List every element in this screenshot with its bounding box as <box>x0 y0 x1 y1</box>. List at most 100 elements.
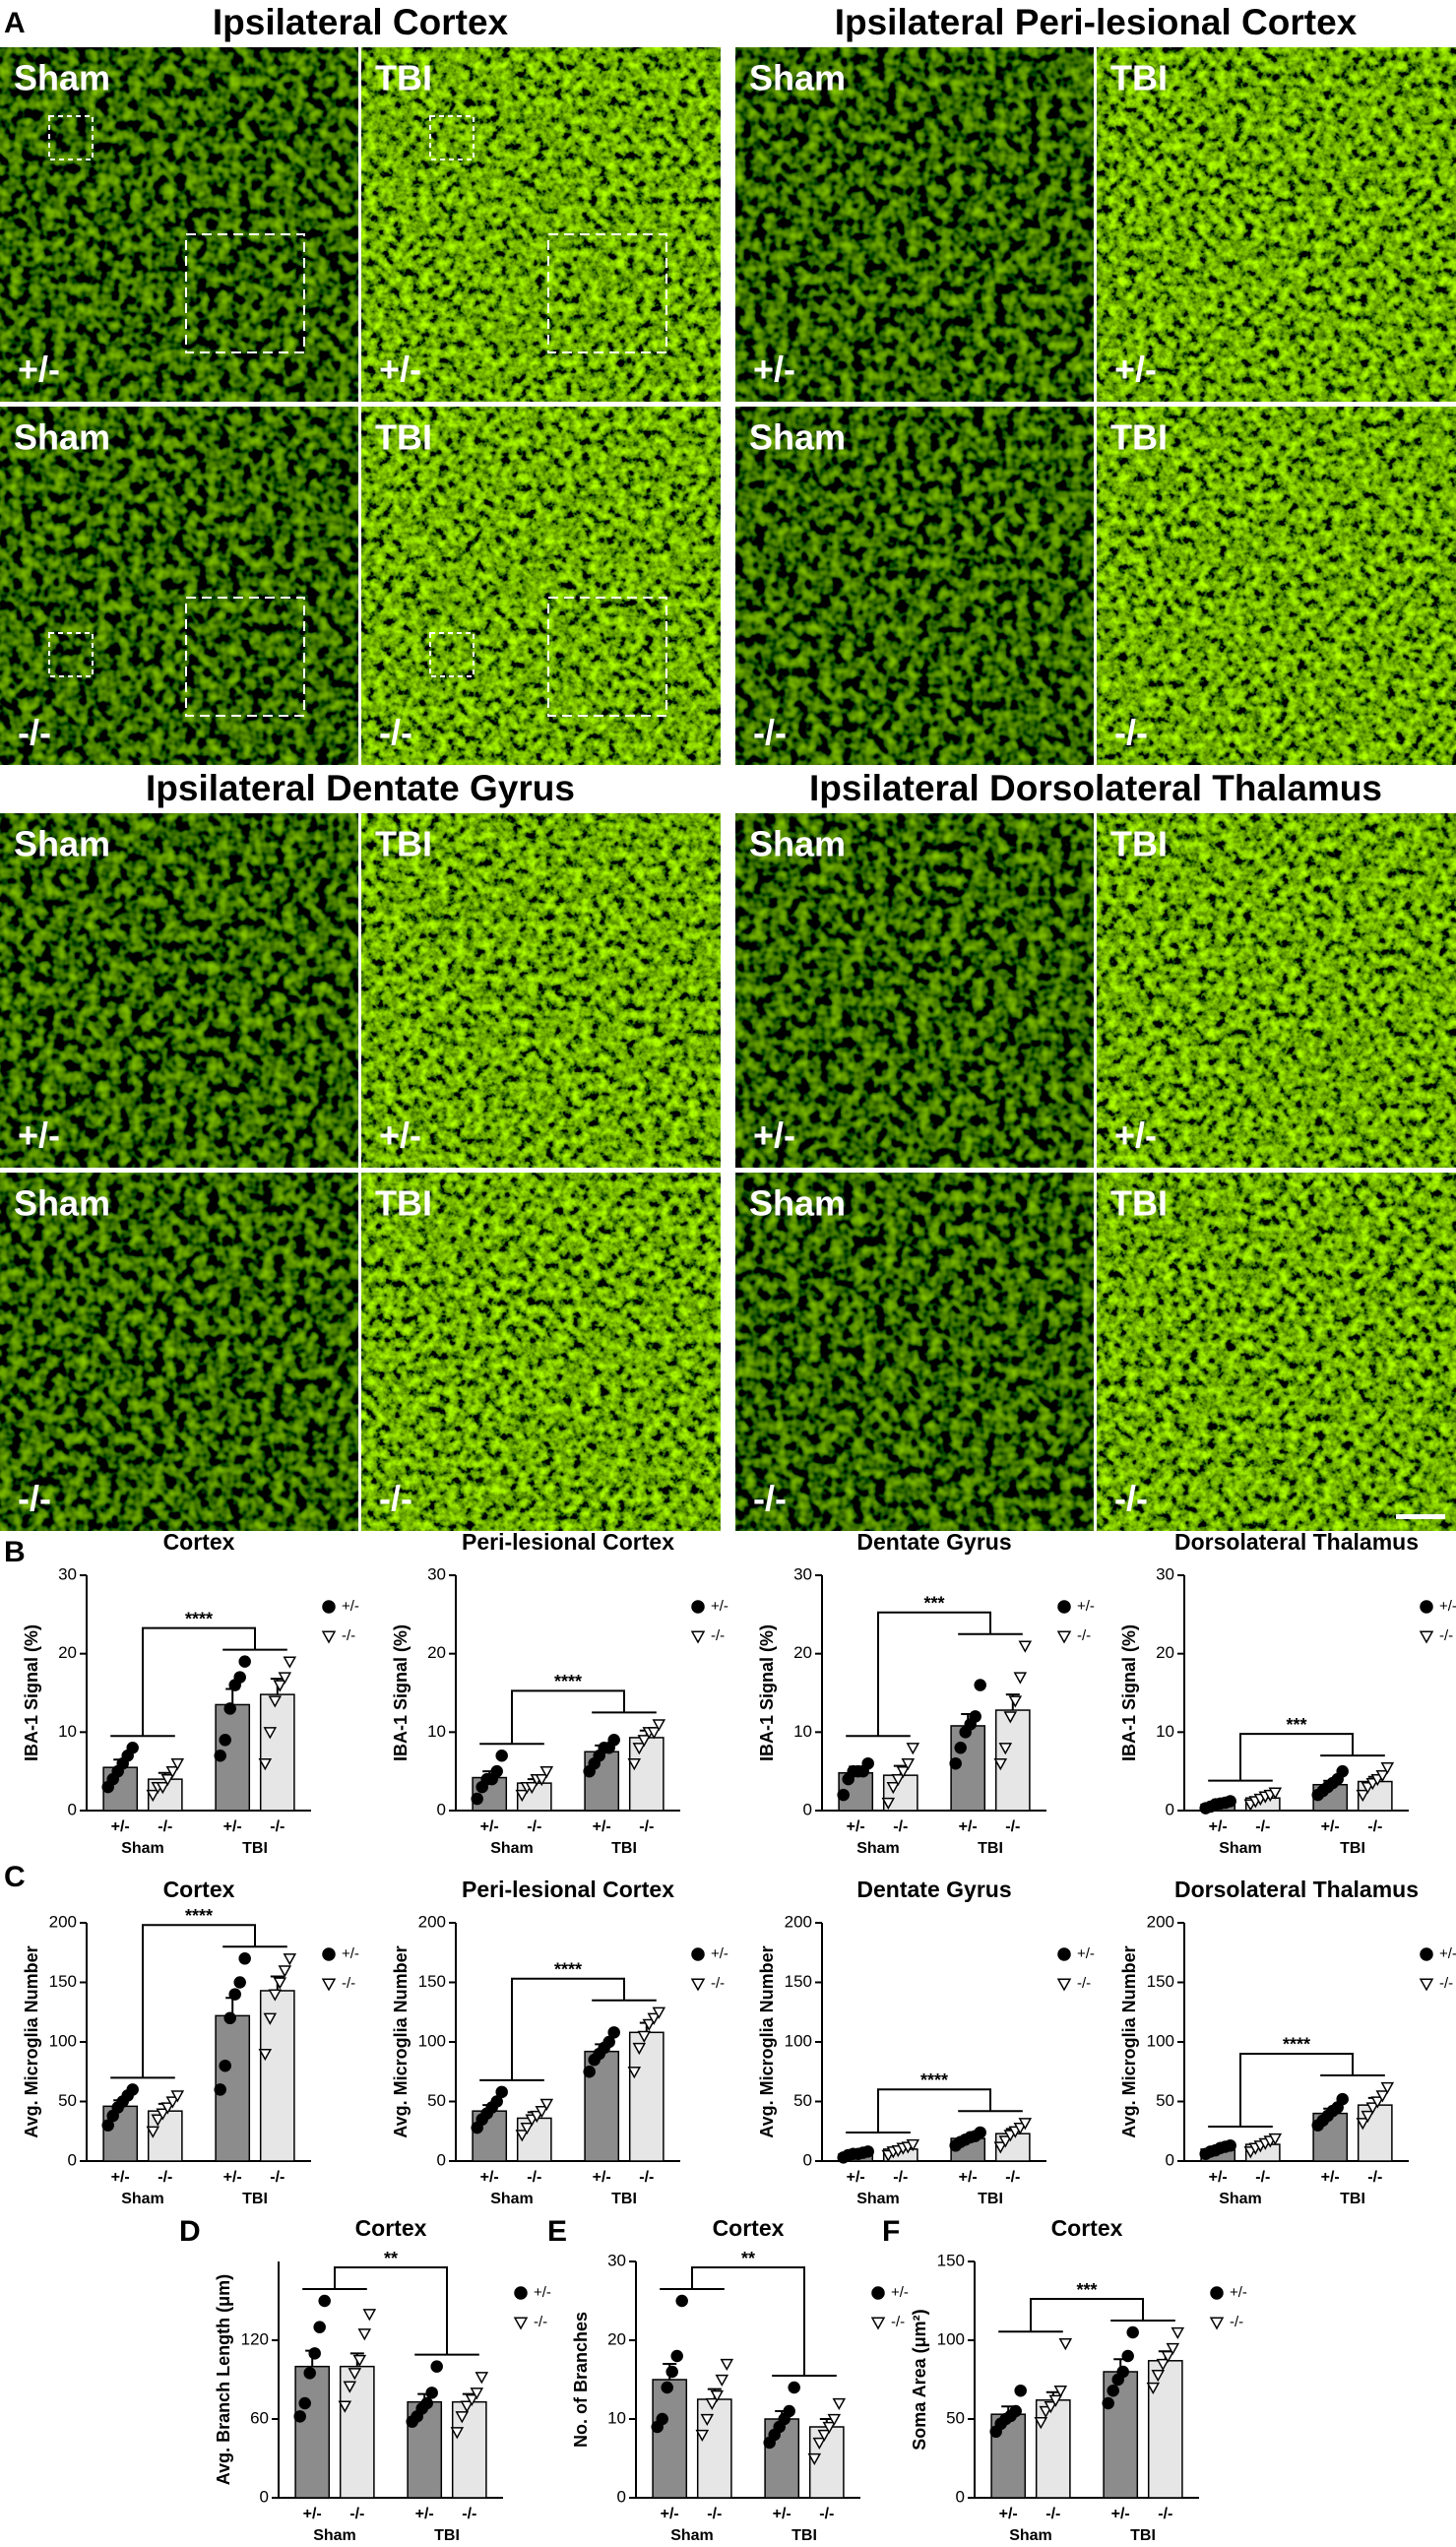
legend-label: +/- <box>342 1598 359 1615</box>
significance-stars: **** <box>554 1960 582 1980</box>
bar <box>628 2031 665 2162</box>
legend-marker <box>691 1600 705 1614</box>
data-point <box>837 1788 850 1802</box>
y-tick-label: 150 <box>1147 1972 1174 1991</box>
data-point <box>126 2083 139 2096</box>
data-point <box>535 2106 549 2119</box>
significance-stars: *** <box>1076 2280 1097 2300</box>
data-point <box>228 1988 241 2001</box>
legend-label: -/- <box>891 2314 905 2330</box>
micrograph <box>1097 813 1456 1168</box>
legend-label: -/- <box>711 1975 725 1992</box>
chart-title: Cortex <box>1051 2215 1123 2241</box>
x-tick-label: +/- <box>111 2169 130 2186</box>
y-tick-label: 20 <box>793 1643 812 1662</box>
significance-stars: ** <box>741 2249 755 2268</box>
data-point <box>665 2365 678 2379</box>
group-label: TBI <box>978 2191 1003 2207</box>
image-genotype-label: -/- <box>18 1479 51 1519</box>
y-tick-label: 10 <box>58 1722 77 1741</box>
data-point <box>788 2381 800 2394</box>
data-point <box>219 2059 231 2072</box>
data-point <box>313 2321 326 2333</box>
data-point <box>1053 2386 1068 2398</box>
micrograph <box>1097 407 1456 765</box>
data-point <box>670 2349 683 2363</box>
significance-bracket <box>998 2298 1175 2333</box>
y-tick-label: 50 <box>793 2091 812 2110</box>
data-point <box>661 2381 673 2394</box>
group-label: TBI <box>611 2191 637 2207</box>
data-point <box>233 1671 246 1684</box>
chart-title: Dorsolateral Thalamus <box>1174 1877 1419 1902</box>
scale-bar <box>1396 1514 1445 1519</box>
image-group-label: TBI <box>1110 417 1168 458</box>
data-point <box>861 2145 874 2158</box>
chart-title: Dentate Gyrus <box>856 1529 1011 1555</box>
group-label: Sham <box>1219 1840 1262 1857</box>
micrograph <box>735 1173 1094 1531</box>
legend-marker <box>1210 2286 1224 2300</box>
x-tick-label: -/- <box>1367 1818 1382 1835</box>
data-point <box>720 2358 734 2372</box>
data-point <box>101 2119 114 2132</box>
y-tick-label: 100 <box>937 2329 965 2348</box>
y-tick-label: 0 <box>617 2487 626 2506</box>
data-point <box>807 2452 822 2466</box>
x-tick-label: +/- <box>847 1818 865 1835</box>
panel-letter: D <box>179 2215 201 2248</box>
group-label: Sham <box>121 1840 164 1857</box>
x-tick-label: +/- <box>593 2169 611 2186</box>
inset-box <box>48 632 94 677</box>
data-point <box>465 2393 479 2407</box>
image-genotype-label: +/- <box>753 1115 795 1156</box>
data-point <box>283 1656 297 1669</box>
y-axis-label: Avg. Branch Length (μm) <box>214 2274 233 2485</box>
data-point <box>1380 2081 1395 2095</box>
chart-title: Dentate Gyrus <box>856 1877 1011 1902</box>
x-tick-label: -/- <box>349 2506 364 2522</box>
data-point <box>974 1679 986 1691</box>
data-point <box>647 2012 662 2025</box>
micrograph <box>0 1173 358 1531</box>
data-point <box>214 1749 226 1762</box>
data-point <box>886 1781 901 1795</box>
x-tick-label: +/- <box>1111 2506 1130 2522</box>
legend-marker <box>870 2317 886 2330</box>
legend-marker <box>1057 1600 1071 1614</box>
data-point <box>602 2035 615 2049</box>
image-group-label: TBI <box>375 824 432 864</box>
data-point <box>471 1792 483 1806</box>
data-point <box>675 2294 688 2308</box>
micrograph <box>0 407 358 765</box>
legend-label: +/- <box>1230 2284 1247 2301</box>
y-tick-label: 100 <box>418 2031 446 2050</box>
y-tick-label: 150 <box>937 2251 965 2269</box>
data-point <box>832 2397 847 2411</box>
legend-label: +/- <box>711 1945 728 1962</box>
x-tick-label: +/- <box>959 2169 978 2186</box>
data-point <box>238 1655 251 1668</box>
group-label: Sham <box>670 2527 714 2544</box>
data-point <box>490 2095 503 2108</box>
image-group-label: Sham <box>749 58 846 98</box>
group-label: Sham <box>1009 2527 1052 2544</box>
legend-label: -/- <box>342 1975 355 1992</box>
x-tick-label: +/- <box>111 1818 130 1835</box>
legend-marker <box>322 1600 336 1614</box>
y-tick-label: 200 <box>49 1912 77 1931</box>
legend-label: +/- <box>342 1945 359 1962</box>
image-group-label: TBI <box>375 1183 432 1224</box>
image-genotype-label: +/- <box>753 350 795 390</box>
x-tick-label: +/- <box>303 2506 322 2522</box>
image-genotype-label: +/- <box>1114 350 1157 390</box>
image-group-label: TBI <box>1110 58 1168 98</box>
data-point <box>861 1756 874 1770</box>
data-point <box>627 1758 642 1771</box>
data-point <box>632 2042 647 2056</box>
significance-bracket <box>110 1626 287 1738</box>
x-tick-label: -/- <box>893 2169 908 2186</box>
image-genotype-label: +/- <box>18 1115 60 1156</box>
y-tick-label: 50 <box>1156 2091 1174 2110</box>
